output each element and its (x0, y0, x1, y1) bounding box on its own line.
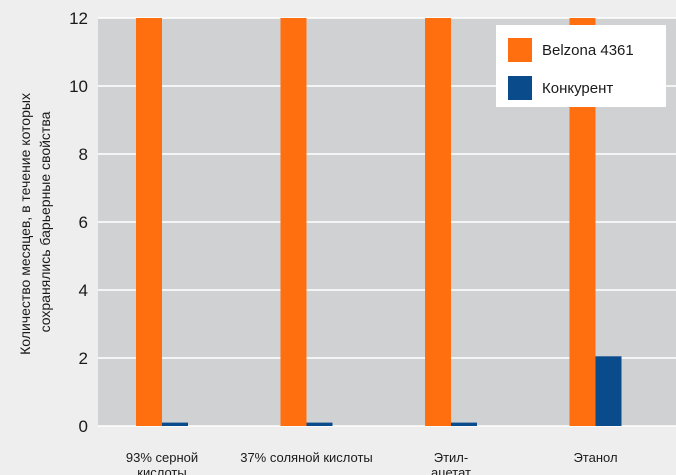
y-axis-title: Количество месяцев, в течение которых со… (17, 89, 53, 355)
x-category-label-line: Этанол (573, 450, 617, 465)
bar-competitor-1 (306, 422, 333, 426)
bars (136, 18, 622, 426)
y-axis-title-line-1: Количество месяцев, в течение которых (17, 93, 33, 355)
legend-swatch-belzona (508, 38, 532, 62)
y-tick-label: 12 (69, 9, 88, 28)
x-category-label: Этил-ацетат (431, 450, 471, 475)
y-tick-label: 10 (69, 77, 88, 96)
x-category-label: 37% соляной кислоты (240, 450, 373, 465)
bar-competitor-3 (595, 356, 622, 426)
bar-belzona-1 (280, 18, 307, 426)
y-tick-label: 4 (79, 281, 88, 300)
bar-belzona-2 (425, 18, 451, 426)
x-category-label: Этанол (573, 450, 617, 465)
bar-competitor-2 (451, 422, 477, 426)
x-category-label-line: 93% серной (126, 450, 198, 465)
bar-competitor-0 (162, 422, 188, 426)
y-axis-ticks: 0 2 4 6 8 10 12 (69, 9, 88, 436)
x-category-label-line: Этил- (434, 450, 468, 465)
y-tick-label: 0 (79, 417, 88, 436)
x-category-label: 93% серной кислоты (126, 450, 198, 475)
x-category-label-line: кислоты (137, 465, 186, 475)
y-axis-title-line-2: сохранялись барьерные свойства (37, 111, 53, 332)
y-tick-label: 8 (79, 145, 88, 164)
legend-label-competitor: Конкурент (542, 80, 613, 97)
legend-label-belzona: Belzona 4361 (542, 42, 634, 59)
bar-belzona-0 (136, 18, 162, 426)
legend: Belzona 4361 Конкурент (496, 25, 666, 107)
x-category-label-line: ацетат (431, 465, 471, 475)
y-tick-label: 6 (79, 213, 88, 232)
legend-swatch-competitor (508, 76, 532, 100)
x-category-label-line: 37% соляной кислоты (240, 450, 373, 465)
x-axis-categories: 93% серной кислоты 37% соляной кислоты Этил… (126, 450, 618, 475)
y-tick-label: 2 (79, 349, 88, 368)
